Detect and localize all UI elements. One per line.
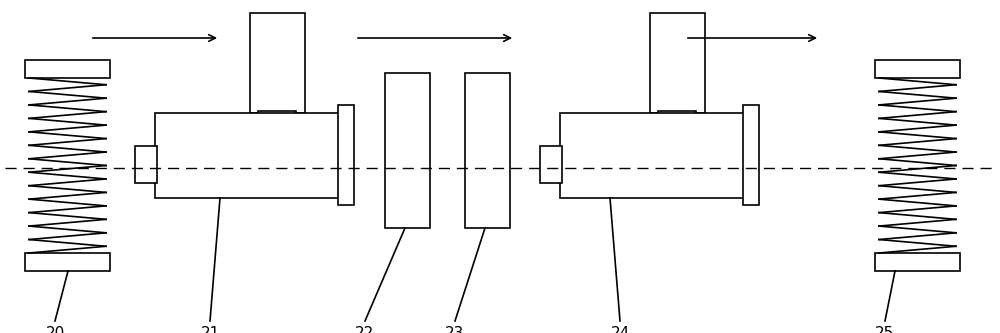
- Bar: [875, 60, 960, 78]
- Bar: [540, 146, 562, 183]
- Bar: [338, 105, 354, 205]
- Bar: [25, 253, 110, 271]
- Text: 20: 20: [45, 326, 65, 333]
- Text: 24: 24: [610, 326, 630, 333]
- Bar: [385, 73, 430, 228]
- Bar: [658, 111, 696, 133]
- Bar: [560, 113, 745, 198]
- Bar: [875, 253, 960, 271]
- Bar: [743, 105, 759, 205]
- Text: 22: 22: [355, 326, 375, 333]
- Bar: [155, 113, 340, 198]
- Bar: [135, 146, 157, 183]
- Bar: [258, 111, 296, 133]
- Bar: [250, 13, 305, 113]
- Text: 23: 23: [445, 326, 465, 333]
- Bar: [465, 73, 510, 228]
- Bar: [650, 13, 705, 113]
- Text: 25: 25: [875, 326, 895, 333]
- Text: 21: 21: [200, 326, 220, 333]
- Bar: [25, 60, 110, 78]
